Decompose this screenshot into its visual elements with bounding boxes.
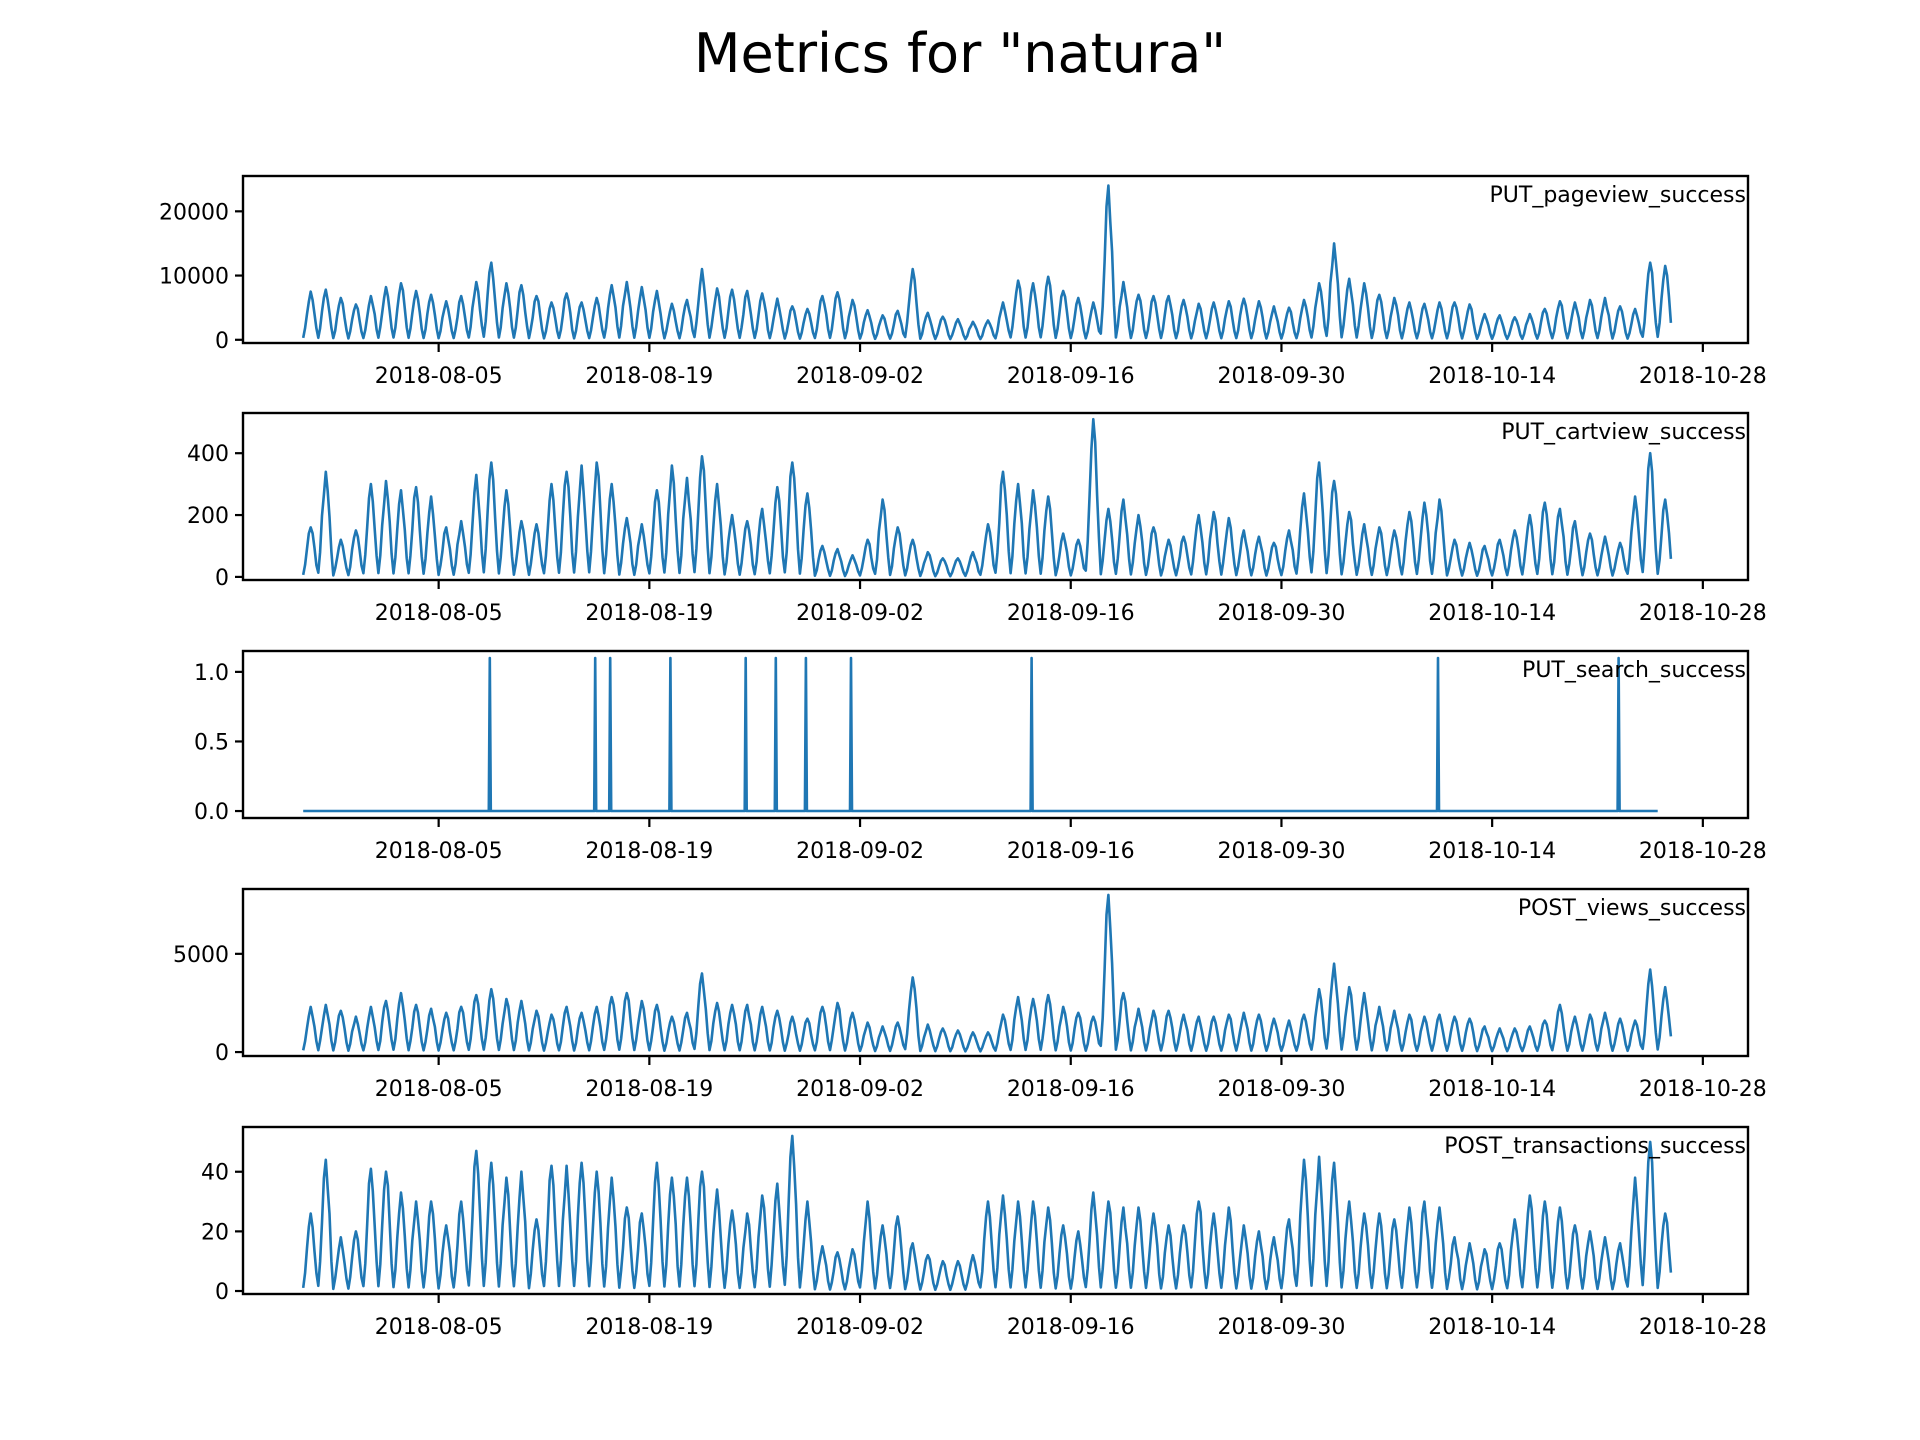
x-tick-label: 2018-08-19 xyxy=(585,839,713,864)
y-tick-label: 0.0 xyxy=(194,800,229,825)
x-tick-label: 2018-08-19 xyxy=(585,1315,713,1340)
x-tick-label: 2018-09-30 xyxy=(1218,1077,1346,1102)
x-tick-label: 2018-10-28 xyxy=(1639,839,1767,864)
figure-title: Metrics for "natura" xyxy=(694,22,1226,85)
panel-label: PUT_pageview_success xyxy=(1490,183,1746,208)
y-tick-label: 5000 xyxy=(173,943,229,968)
subplot-PUT_cartview_success: 0 200 400 2018-08-05 2018-08-19 2018-09-02 201… xyxy=(187,411,1767,626)
x-tick-label: 2018-10-14 xyxy=(1428,601,1556,626)
x-tick-label: 2018-10-28 xyxy=(1639,364,1767,389)
subplot-PUT_search_success: 0.0 0.5 1.0 2018-08-05 2018-08-19 2018-09-02 2… xyxy=(194,649,1767,864)
subplot-POST_transactions_success: 0 20 40 2018-08-05 2018-08-19 2018-09-02 2018-… xyxy=(201,1125,1767,1340)
x-tick-label: 2018-08-05 xyxy=(375,1315,503,1340)
x-tick-label: 2018-09-16 xyxy=(1007,364,1135,389)
x-tick-label: 2018-10-14 xyxy=(1428,1077,1556,1102)
panel-label: POST_views_success xyxy=(1518,896,1746,921)
x-tick-label: 2018-08-05 xyxy=(375,1077,503,1102)
y-tick-label: 1.0 xyxy=(194,661,229,686)
x-tick-label: 2018-10-14 xyxy=(1428,1315,1556,1340)
series-line-PUT_search_success xyxy=(303,656,1658,813)
y-tick-label: 0 xyxy=(215,1041,229,1066)
x-tick-label: 2018-08-19 xyxy=(585,364,713,389)
series-line-POST_views_success xyxy=(301,893,1673,1053)
y-tick-label: 400 xyxy=(187,442,229,467)
x-tick-label: 2018-09-16 xyxy=(1007,1077,1135,1102)
x-tick-label: 2018-10-14 xyxy=(1428,364,1556,389)
x-tick-label: 2018-08-05 xyxy=(375,364,503,389)
y-tick-label: 200 xyxy=(187,504,229,529)
x-tick-label: 2018-09-30 xyxy=(1218,839,1346,864)
y-tick-label: 20 xyxy=(201,1220,229,1245)
x-tick-label: 2018-10-28 xyxy=(1639,1077,1767,1102)
y-tick-label: 0 xyxy=(215,1280,229,1305)
x-tick-label: 2018-09-02 xyxy=(796,601,924,626)
x-tick-label: 2018-10-28 xyxy=(1639,601,1767,626)
x-tick-label: 2018-09-30 xyxy=(1218,601,1346,626)
series-line-PUT_cartview_success xyxy=(301,417,1673,578)
x-tick-label: 2018-09-02 xyxy=(796,1315,924,1340)
y-tick-label: 0 xyxy=(215,329,229,354)
x-tick-label: 2018-09-30 xyxy=(1218,1315,1346,1340)
plot-frame xyxy=(241,174,1750,345)
x-tick-label: 2018-09-16 xyxy=(1007,1315,1135,1340)
x-tick-label: 2018-08-05 xyxy=(375,839,503,864)
x-tick-label: 2018-10-14 xyxy=(1428,839,1556,864)
x-tick-label: 2018-09-16 xyxy=(1007,601,1135,626)
y-tick-label: 10000 xyxy=(159,265,229,290)
x-tick-label: 2018-10-28 xyxy=(1639,1315,1767,1340)
plot-frame xyxy=(241,649,1750,820)
x-tick-label: 2018-09-02 xyxy=(796,1077,924,1102)
subplot-POST_views_success: 0 5000 2018-08-05 2018-08-19 2018-09-02 2018-… xyxy=(173,887,1767,1102)
panel-label: PUT_cartview_success xyxy=(1501,420,1746,445)
subplot-PUT_pageview_success: 0 10000 20000 2018-08-05 2018-08-19 2018-09-0… xyxy=(159,174,1767,389)
x-tick-label: 2018-09-02 xyxy=(796,839,924,864)
y-tick-label: 0.5 xyxy=(194,730,229,755)
series-line-POST_transactions_success xyxy=(301,1134,1673,1292)
plot-frame xyxy=(241,887,1750,1058)
x-tick-label: 2018-08-19 xyxy=(585,1077,713,1102)
panel-label: PUT_search_success xyxy=(1522,658,1746,683)
panel-label: POST_transactions_success xyxy=(1444,1134,1746,1159)
y-tick-label: 40 xyxy=(201,1161,229,1186)
series-line-PUT_pageview_success xyxy=(301,184,1673,341)
y-tick-label: 20000 xyxy=(159,200,229,225)
x-tick-label: 2018-09-30 xyxy=(1218,364,1346,389)
x-tick-label: 2018-08-19 xyxy=(585,601,713,626)
x-tick-label: 2018-08-05 xyxy=(375,601,503,626)
x-tick-label: 2018-09-16 xyxy=(1007,839,1135,864)
y-tick-label: 0 xyxy=(215,566,229,591)
x-tick-label: 2018-09-02 xyxy=(796,364,924,389)
